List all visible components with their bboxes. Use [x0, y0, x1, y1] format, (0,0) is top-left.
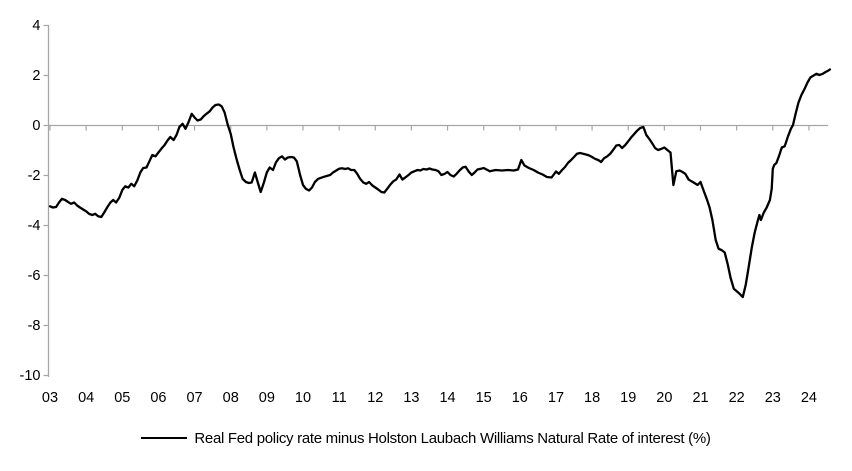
y-axis-label: -8 — [28, 318, 41, 334]
y-axis-label: -2 — [28, 168, 41, 184]
x-axis-label: 03 — [42, 390, 58, 406]
x-axis-label: 19 — [620, 390, 636, 406]
x-axis-label: 18 — [584, 390, 600, 406]
x-axis-label: 15 — [476, 390, 492, 406]
x-axis-label: 21 — [692, 390, 708, 406]
x-axis-label: 11 — [332, 390, 347, 406]
x-axis-label: 13 — [403, 390, 419, 406]
x-axis-label: 06 — [150, 390, 166, 406]
x-axis-label: 20 — [656, 390, 672, 406]
x-axis-label: 14 — [439, 390, 455, 406]
x-axis-label: 10 — [295, 390, 311, 406]
x-axis-label: 05 — [114, 390, 130, 406]
y-axis-label: 4 — [32, 18, 40, 34]
x-axis-label: 17 — [548, 390, 564, 406]
x-axis-label: 07 — [186, 390, 202, 406]
legend: Real Fed policy rate minus Holston Lauba… — [0, 428, 852, 448]
y-axis-label: -6 — [28, 268, 41, 284]
legend-label: Real Fed policy rate minus Holston Lauba… — [194, 429, 711, 447]
x-axis-label: 12 — [367, 390, 383, 406]
x-axis-label: 09 — [259, 390, 275, 406]
series-line — [48, 68, 832, 299]
x-axis-label: 08 — [223, 390, 239, 406]
y-axis-label: 0 — [32, 118, 40, 134]
x-axis-label: 16 — [512, 390, 528, 406]
x-axis-label: 24 — [801, 390, 817, 406]
y-axis-label: -10 — [20, 368, 41, 384]
y-axis-label: 2 — [32, 68, 40, 84]
x-axis-label: 04 — [78, 390, 94, 406]
x-axis-label: 23 — [765, 390, 781, 406]
x-axis-label: 22 — [729, 390, 745, 406]
legend-line-sample-icon — [141, 437, 188, 439]
y-axis-label: -4 — [28, 218, 41, 234]
